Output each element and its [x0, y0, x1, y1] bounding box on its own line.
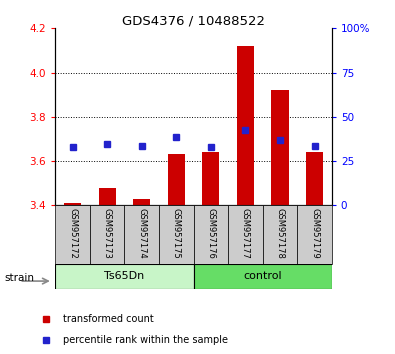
Text: strain: strain — [4, 273, 34, 283]
Bar — [237, 46, 254, 205]
Bar — [297, 205, 332, 264]
Bar — [64, 203, 81, 205]
Bar — [55, 205, 90, 264]
Text: Ts65Dn: Ts65Dn — [104, 271, 145, 281]
Text: GSM957176: GSM957176 — [206, 208, 215, 259]
Text: GSM957179: GSM957179 — [310, 208, 319, 259]
Bar — [202, 152, 220, 205]
Bar — [167, 154, 185, 205]
Text: GSM957174: GSM957174 — [137, 208, 146, 259]
Bar — [90, 205, 124, 264]
Title: GDS4376 / 10488522: GDS4376 / 10488522 — [122, 14, 265, 27]
Bar — [228, 205, 263, 264]
Text: transformed count: transformed count — [63, 314, 154, 324]
Text: GSM957178: GSM957178 — [275, 208, 284, 259]
Text: GSM957172: GSM957172 — [68, 208, 77, 259]
Bar — [194, 205, 228, 264]
Text: GSM957173: GSM957173 — [103, 208, 112, 259]
Bar — [271, 90, 289, 205]
Bar — [55, 264, 194, 289]
Bar — [98, 188, 116, 205]
Text: percentile rank within the sample: percentile rank within the sample — [63, 335, 228, 345]
Text: GSM957175: GSM957175 — [172, 208, 181, 259]
Text: GSM957177: GSM957177 — [241, 208, 250, 259]
Bar — [133, 199, 150, 205]
Bar — [159, 205, 194, 264]
Text: control: control — [243, 271, 282, 281]
Bar — [263, 205, 297, 264]
Bar — [194, 264, 332, 289]
Bar — [124, 205, 159, 264]
Bar — [306, 152, 323, 205]
